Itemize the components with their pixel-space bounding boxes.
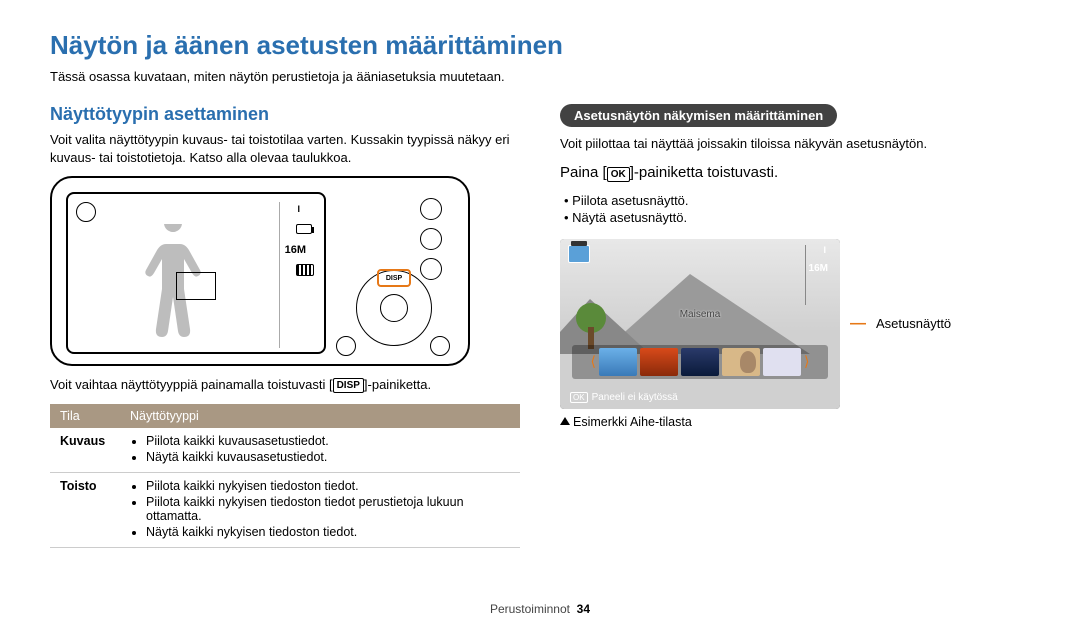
mode-icon [568,245,590,263]
preview-status-bar: OK Paneeli ei käytössä [570,392,678,403]
preview-mode-label: Maisema [680,309,721,320]
screen-divider [279,202,280,348]
bullet-item: Piilota asetusnäyttö. [564,193,1030,208]
cam-button-1 [420,198,442,220]
disp-key-icon: DISP [333,378,364,393]
thumbnail [763,348,801,376]
example-caption-text: Esimerkki Aihe-tilasta [573,415,692,429]
thumbnail [640,348,678,376]
table-row: Kuvaus Piilota kaikki kuvausasetustiedot… [50,428,520,473]
globe-icon [76,202,96,222]
press-ok-line: Paina [OK]-painiketta toistuvasti. [560,163,1030,183]
thumbnail-row: ⟨ ⟩ [572,345,828,379]
disp-hint: Voit vaihtaa näyttötyyppiä painamalla to… [50,376,520,394]
page-footer: Perustoiminnot 34 [0,602,1080,616]
chevron-right-icon: ⟩ [804,353,809,370]
preview-indicator-i: I [823,245,826,255]
display-type-table: Tila Näyttötyyppi Kuvaus Piilota kaikki … [50,404,520,548]
cam-button-bottom-right [430,336,450,356]
left-intro: Voit valita näyttötyypin kuvaus- tai toi… [50,131,520,166]
col-type: Näyttötyyppi [120,404,520,428]
triangle-up-icon [560,417,570,425]
thumbnail [599,348,637,376]
footer-section: Perustoiminnot [490,602,570,616]
indicator-i: I [297,204,300,214]
indicator-16m: 16M [285,244,306,256]
disp-hint-pre: Voit vaihtaa näyttötyyppiä painamalla to… [50,377,333,392]
mode-cell: Kuvaus [50,428,120,473]
press-pre: Paina [ [560,164,607,181]
left-heading: Näyttötyypin asettaminen [50,104,520,125]
press-post: ]-painiketta toistuvasti. [630,164,778,181]
type-item: Näytä kaikki nykyisen tiedoston tiedot. [146,525,510,539]
right-intro: Voit piilottaa tai näyttää joissakin til… [560,135,1030,153]
status-text: Paneeli ei käytössä [592,392,678,403]
ok-small-icon: OK [570,392,588,403]
preview-divider [805,245,806,305]
callout-arrow-icon: — [850,315,866,333]
page-title: Näytön ja äänen asetusten määrittäminen [50,30,1030,61]
preview-screen: I 16M Maisema ⟨ ⟩ OK Paneeli ei käytössä [560,239,840,409]
page-subtitle: Tässä osassa kuvataan, miten näytön peru… [50,69,1030,84]
focus-box [176,272,216,300]
disp-button-highlight: DISP [377,269,411,287]
type-item: Piilota kaikki nykyisen tiedoston tiedot… [146,495,510,523]
chevron-left-icon: ⟨ [591,353,596,370]
footer-page-number: 34 [577,602,590,616]
thumbnail [722,348,760,376]
cam-button-3 [420,258,442,280]
bullet-item: Näytä asetusnäyttö. [564,210,1030,225]
cam-button-bottom-left [336,336,356,356]
callout-label: Asetusnäyttö [876,316,951,331]
col-mode: Tila [50,404,120,428]
mode-cell: Toisto [50,472,120,547]
tree-icon [576,303,606,349]
camera-illustration: I 16M DISP [50,176,470,366]
preview-indicator-16m: 16M [809,263,828,274]
example-caption: Esimerkki Aihe-tilasta [560,415,1030,429]
camera-side-buttons [420,198,442,280]
camera-dpad: DISP [356,270,432,346]
table-row: Toisto Piilota kaikki nykyisen tiedoston… [50,472,520,547]
right-bullets: Piilota asetusnäyttö. Näytä asetusnäyttö… [560,193,1030,225]
left-column: Näyttötyypin asettaminen Voit valita näy… [50,104,520,548]
cam-button-2 [420,228,442,250]
ok-key-icon: OK [607,167,630,183]
dpad-center [380,294,408,322]
type-item: Piilota kaikki kuvausasetustiedot. [146,434,510,448]
storage-icon [296,264,314,276]
right-column: Asetusnäytön näkymisen määrittäminen Voi… [560,104,1030,548]
camera-screen: I 16M [66,192,326,354]
type-item: Näytä kaikki kuvausasetustiedot. [146,450,510,464]
type-item: Piilota kaikki nykyisen tiedoston tiedot… [146,479,510,493]
disp-hint-post: ]-painiketta. [364,377,431,392]
battery-icon [296,224,312,234]
settings-pill: Asetusnäytön näkymisen määrittäminen [560,104,837,127]
thumbnail [681,348,719,376]
